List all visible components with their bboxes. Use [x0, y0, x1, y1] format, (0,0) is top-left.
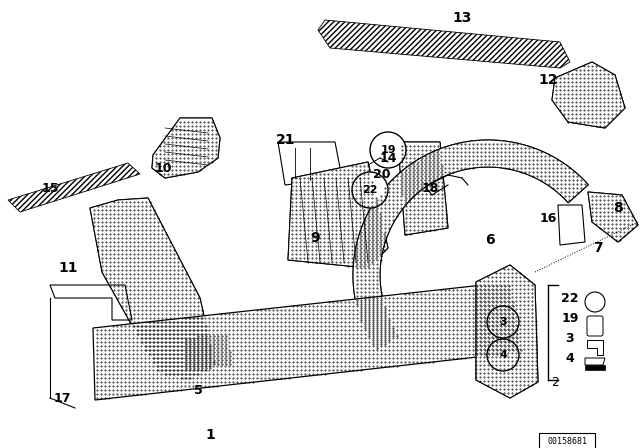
Circle shape [370, 132, 406, 168]
Text: 11: 11 [58, 261, 77, 275]
Text: 5: 5 [194, 383, 202, 396]
Polygon shape [588, 192, 638, 242]
Polygon shape [353, 140, 588, 350]
Text: 22: 22 [362, 185, 378, 195]
Polygon shape [476, 265, 538, 398]
Polygon shape [93, 282, 522, 400]
Text: 1: 1 [205, 428, 215, 442]
Text: 18: 18 [421, 181, 438, 194]
Polygon shape [152, 118, 220, 178]
Text: 6: 6 [485, 233, 495, 247]
Text: 19: 19 [380, 145, 396, 155]
Polygon shape [8, 163, 140, 212]
Text: 7: 7 [593, 241, 603, 255]
Text: 13: 13 [452, 11, 472, 25]
Text: 10: 10 [154, 161, 172, 175]
Polygon shape [182, 332, 232, 372]
Text: 15: 15 [41, 181, 59, 194]
Polygon shape [398, 142, 448, 235]
Text: 00158681: 00158681 [547, 438, 587, 447]
Text: 2: 2 [551, 375, 559, 388]
Text: 14: 14 [380, 151, 397, 164]
Polygon shape [90, 198, 215, 380]
Text: 16: 16 [540, 211, 557, 224]
Text: 3: 3 [566, 332, 574, 345]
Polygon shape [288, 162, 388, 268]
Text: 19: 19 [561, 311, 579, 324]
Text: 20: 20 [373, 168, 391, 181]
Text: 4: 4 [499, 350, 507, 360]
Text: 22: 22 [561, 292, 579, 305]
Text: 12: 12 [538, 73, 557, 87]
Text: 3: 3 [499, 317, 507, 327]
Text: 9: 9 [310, 231, 320, 245]
Text: 4: 4 [566, 352, 574, 365]
Polygon shape [585, 365, 605, 370]
Text: 17: 17 [53, 392, 71, 405]
Polygon shape [318, 20, 570, 68]
Circle shape [352, 172, 388, 208]
Text: 8: 8 [613, 201, 623, 215]
Text: 21: 21 [276, 133, 296, 147]
Polygon shape [552, 62, 625, 128]
